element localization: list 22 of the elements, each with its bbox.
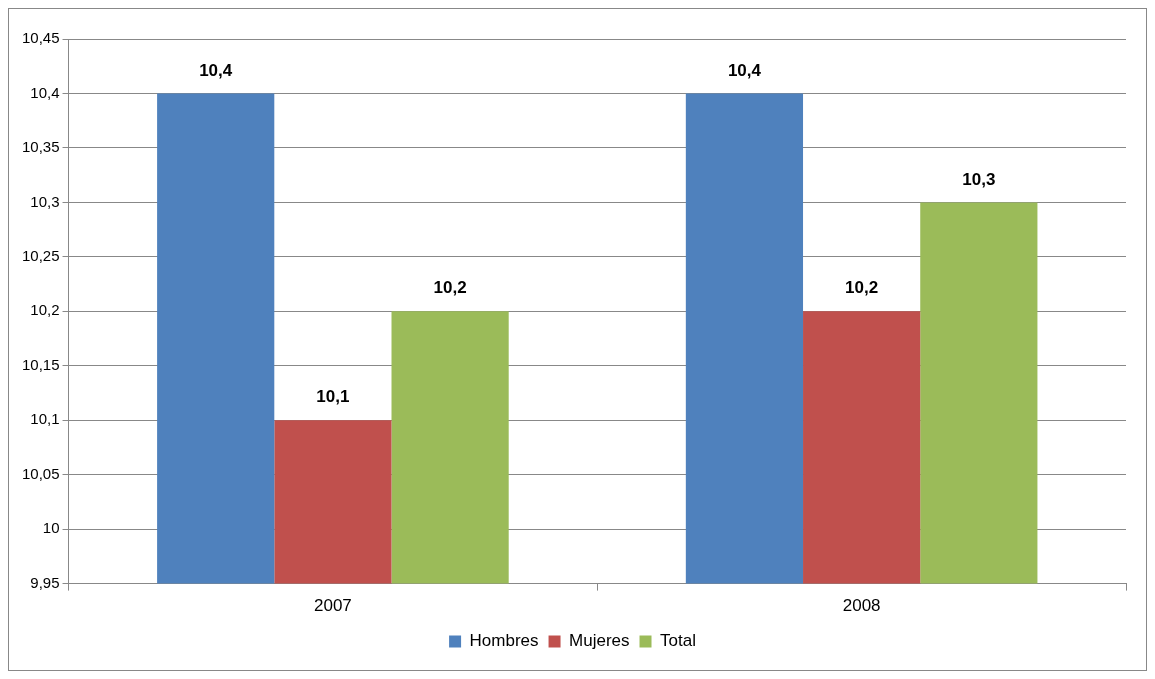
- data-label: 10,1: [316, 387, 350, 407]
- data-label: 10,2: [845, 278, 879, 298]
- data-label: 10,2: [433, 278, 467, 298]
- x-tick-label: 2008: [842, 596, 881, 616]
- y-tick-label: 10: [42, 519, 60, 537]
- y-tick-label: 10,2: [30, 301, 60, 319]
- y-tick-label: 10,05: [21, 464, 60, 482]
- x-tick-label: 2007: [313, 596, 352, 616]
- y-tick-label: 10,15: [21, 355, 60, 373]
- y-tick-label: 10,35: [21, 138, 60, 156]
- y-tick-label: 10,25: [21, 246, 60, 264]
- data-label: 10,4: [727, 60, 762, 80]
- data-label: 10,3: [962, 169, 996, 189]
- y-tick-label: 9,95: [30, 573, 60, 591]
- y-tick-label: 10,4: [30, 83, 60, 101]
- y-tick-label: 10,1: [30, 410, 60, 428]
- y-tick-label: 10,45: [21, 29, 60, 47]
- legend-label: Hombres: [469, 631, 539, 651]
- y-tick-label: 10,3: [30, 192, 60, 210]
- data-label: 10,4: [199, 60, 233, 80]
- legend-label: Total: [660, 631, 696, 651]
- legend-label: Mujeres: [569, 631, 630, 651]
